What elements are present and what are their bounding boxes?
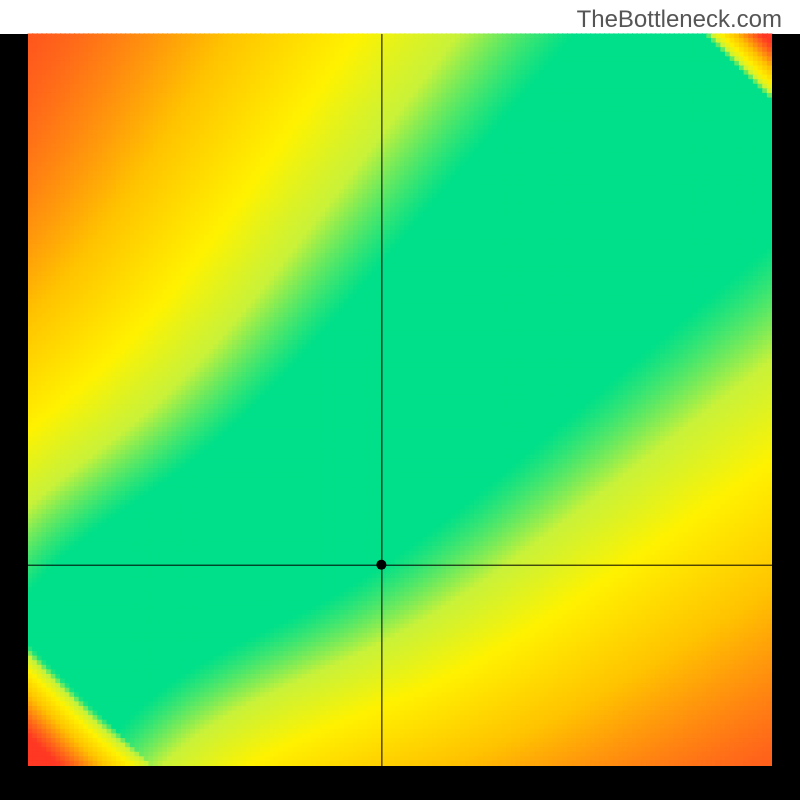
watermark-text: TheBottleneck.com	[577, 6, 782, 34]
bottleneck-heatmap	[0, 0, 800, 800]
chart-container: TheBottleneck.com	[0, 0, 800, 800]
